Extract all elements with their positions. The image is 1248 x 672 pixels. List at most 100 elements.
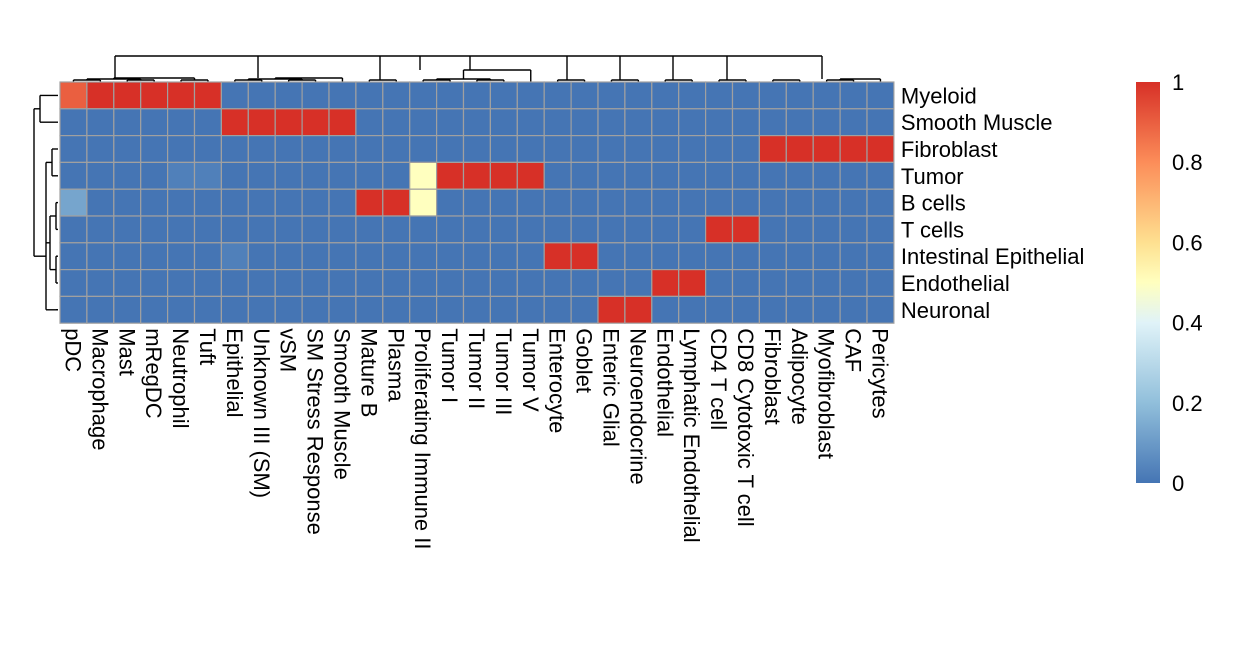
heatmap-cell [704, 108, 734, 137]
row-label: Neuronal [901, 298, 990, 323]
column-label: Smooth Muscle [329, 328, 354, 480]
heatmap-cell [516, 135, 545, 164]
heatmap-cell [301, 295, 330, 324]
heatmap-cell [328, 295, 357, 324]
heatmap-cell [167, 295, 196, 324]
column-label: vSM [276, 328, 301, 372]
heatmap-cell [409, 215, 438, 244]
heatmap-cell [274, 135, 303, 164]
heatmap-cell [651, 242, 680, 271]
heatmap-cell [220, 135, 249, 164]
heatmap-cell [382, 108, 411, 137]
heatmap-cell [651, 108, 680, 137]
column-label: Enteric Glial [598, 328, 623, 447]
heatmap-cell [866, 295, 895, 324]
heatmap-cell [866, 161, 895, 190]
heatmap-cell [839, 269, 868, 298]
heatmap-cell [489, 295, 518, 324]
heatmap-cell [624, 108, 653, 137]
heatmap-cell [140, 295, 169, 324]
column-label: Tumor II [464, 328, 489, 409]
heatmap-cell [140, 161, 169, 190]
heatmap-cell [382, 81, 411, 110]
legend-tick-label: 1 [1172, 70, 1184, 95]
heatmap-cell [274, 215, 303, 244]
heatmap-cell [812, 295, 841, 324]
column-label: Neutrophil [168, 328, 193, 428]
heatmap-cell [220, 188, 249, 217]
heatmap-cell [462, 188, 491, 217]
column-label: Mature B [356, 328, 381, 417]
row-label: Tumor [901, 164, 964, 189]
heatmap-cell [731, 215, 760, 244]
heatmap-cell [220, 269, 249, 298]
heatmap-cell [516, 161, 545, 190]
heatmap-cell [409, 295, 438, 324]
heatmap-cell [355, 295, 384, 324]
heatmap-cell [543, 242, 572, 271]
heatmap-cell [678, 108, 707, 137]
heatmap-cell [651, 135, 680, 164]
heatmap-cell [570, 188, 599, 217]
heatmap-cell [86, 242, 115, 271]
heatmap-cell [462, 215, 491, 244]
heatmap-cell [731, 242, 760, 271]
heatmap-cell [193, 135, 222, 164]
heatmap-cell [113, 108, 142, 137]
heatmap-cell [516, 242, 545, 271]
heatmap-cell [543, 215, 572, 244]
heatmap-cell [704, 135, 734, 164]
heatmap-cell [624, 215, 653, 244]
column-label: Lymphatic Endothelial [679, 328, 704, 542]
heatmap-cell [436, 242, 465, 271]
heatmap-cell [301, 269, 330, 298]
heatmap-cell [704, 215, 734, 244]
heatmap-cell [59, 269, 88, 298]
heatmap-cell [220, 215, 249, 244]
heatmap-cell [516, 215, 545, 244]
heatmap-cell [758, 81, 787, 110]
heatmap-cell [86, 135, 115, 164]
heatmap-cell [758, 108, 787, 137]
heatmap-cell [220, 242, 249, 271]
heatmap-cell [328, 135, 357, 164]
heatmap-cell [785, 242, 814, 271]
heatmap-cell [301, 215, 330, 244]
heatmap-cell [543, 81, 572, 110]
heatmap-cell [489, 215, 518, 244]
heatmap-cell [462, 242, 491, 271]
heatmap-cell [140, 81, 169, 110]
color-legend: 0 0.2 0.4 0.6 0.8 1 [1136, 70, 1203, 496]
heatmap-cell [462, 295, 491, 324]
heatmap-cell [839, 108, 868, 137]
heatmap-cell [355, 215, 384, 244]
heatmap-cell [382, 215, 411, 244]
heatmap-cell [355, 135, 384, 164]
heatmap-cells [59, 81, 895, 324]
heatmap-cell [731, 81, 760, 110]
heatmap-cell [140, 269, 169, 298]
legend-tick-label: 0.2 [1172, 391, 1203, 416]
heatmap-cell [812, 161, 841, 190]
heatmap-cell [812, 81, 841, 110]
heatmap-cell [409, 161, 438, 190]
heatmap-cell [436, 81, 465, 110]
heatmap-cell [731, 269, 760, 298]
heatmap-cell [301, 188, 330, 217]
legend-tick-label: 0 [1172, 471, 1184, 496]
heatmap-cell [570, 161, 599, 190]
heatmap-cell [489, 81, 518, 110]
row-dendrogram [33, 94, 58, 311]
heatmap-cell [113, 215, 142, 244]
heatmap-cell [59, 242, 88, 271]
heatmap-cell [866, 215, 895, 244]
heatmap-cell [624, 269, 653, 298]
heatmap-cell [409, 269, 438, 298]
heatmap-cell [193, 81, 222, 110]
heatmap-cell [86, 161, 115, 190]
heatmap-cell [247, 188, 276, 217]
heatmap-cell [758, 188, 787, 217]
legend-tick-label: 0.6 [1172, 230, 1203, 255]
heatmap-cell [839, 215, 868, 244]
